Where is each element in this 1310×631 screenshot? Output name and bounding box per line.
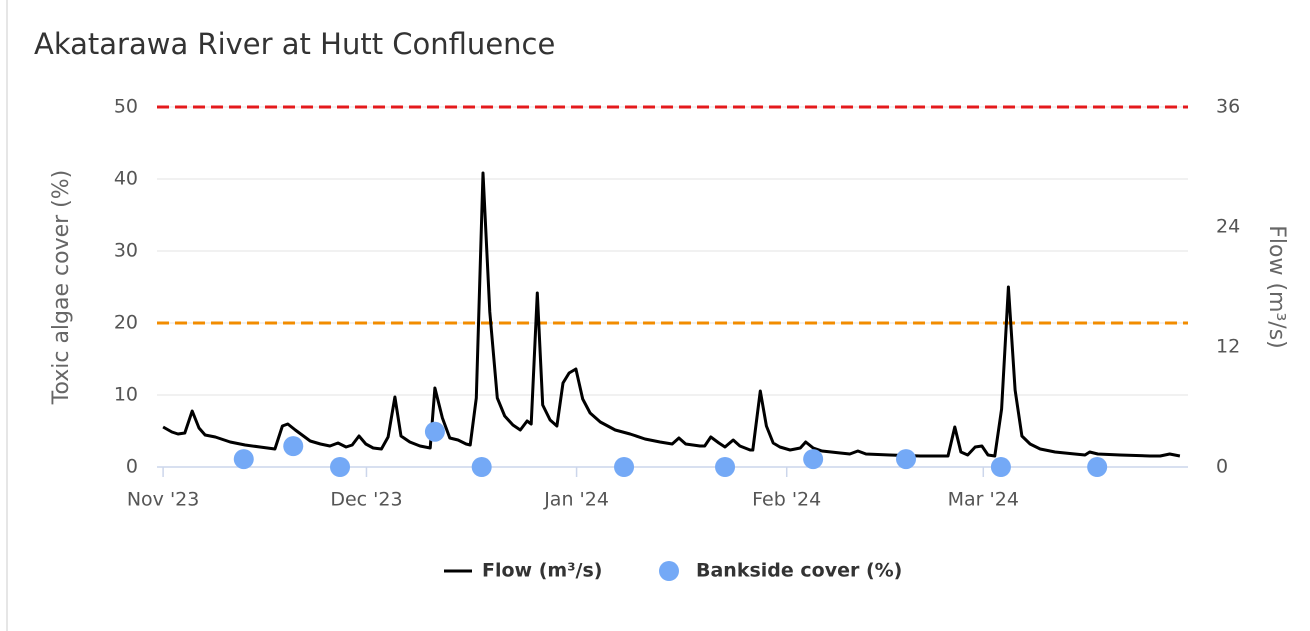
legend-label: Flow (m³/s)	[482, 560, 602, 582]
cover-point	[715, 457, 736, 477]
cover-point	[233, 449, 254, 470]
x-tick-label: Jan '24	[543, 489, 609, 511]
y-axis-title: Toxic algae cover (%)	[49, 170, 74, 406]
cover-point	[424, 421, 445, 442]
cover-point	[471, 457, 492, 477]
y2-tick-label: 36	[1216, 96, 1240, 118]
cover-point	[803, 449, 824, 470]
x-tick-label: Mar '24	[948, 489, 1019, 511]
x-tick-label: Dec '23	[330, 489, 402, 511]
y2-tick-label: 24	[1216, 216, 1240, 238]
legend-label: Bankside cover (%)	[696, 560, 902, 582]
y-tick-label: 30	[114, 240, 138, 262]
flow-line	[162, 171, 1181, 458]
y2-tick-label: 0	[1216, 456, 1228, 478]
y-tick-label: 0	[126, 456, 138, 478]
y2-tick-label: 12	[1216, 336, 1240, 358]
x-tick-label: Feb '24	[752, 489, 821, 511]
cover-point	[1087, 457, 1108, 477]
y-tick-label: 10	[114, 384, 138, 406]
y-tick-label: 40	[114, 168, 138, 190]
cover-point	[283, 436, 304, 457]
x-tick-label: Nov '23	[127, 489, 200, 511]
cover-point	[896, 449, 917, 470]
y2-axis-title: Flow (m³/s)	[1264, 225, 1289, 349]
legend-swatch	[659, 561, 679, 581]
y-tick-label: 50	[114, 96, 138, 118]
cover-point	[614, 457, 635, 477]
chart-title: Akatarawa River at Hutt Confluence	[34, 27, 555, 61]
cover-point	[330, 457, 351, 477]
cover-point	[990, 457, 1011, 477]
y-tick-label: 20	[114, 312, 138, 334]
